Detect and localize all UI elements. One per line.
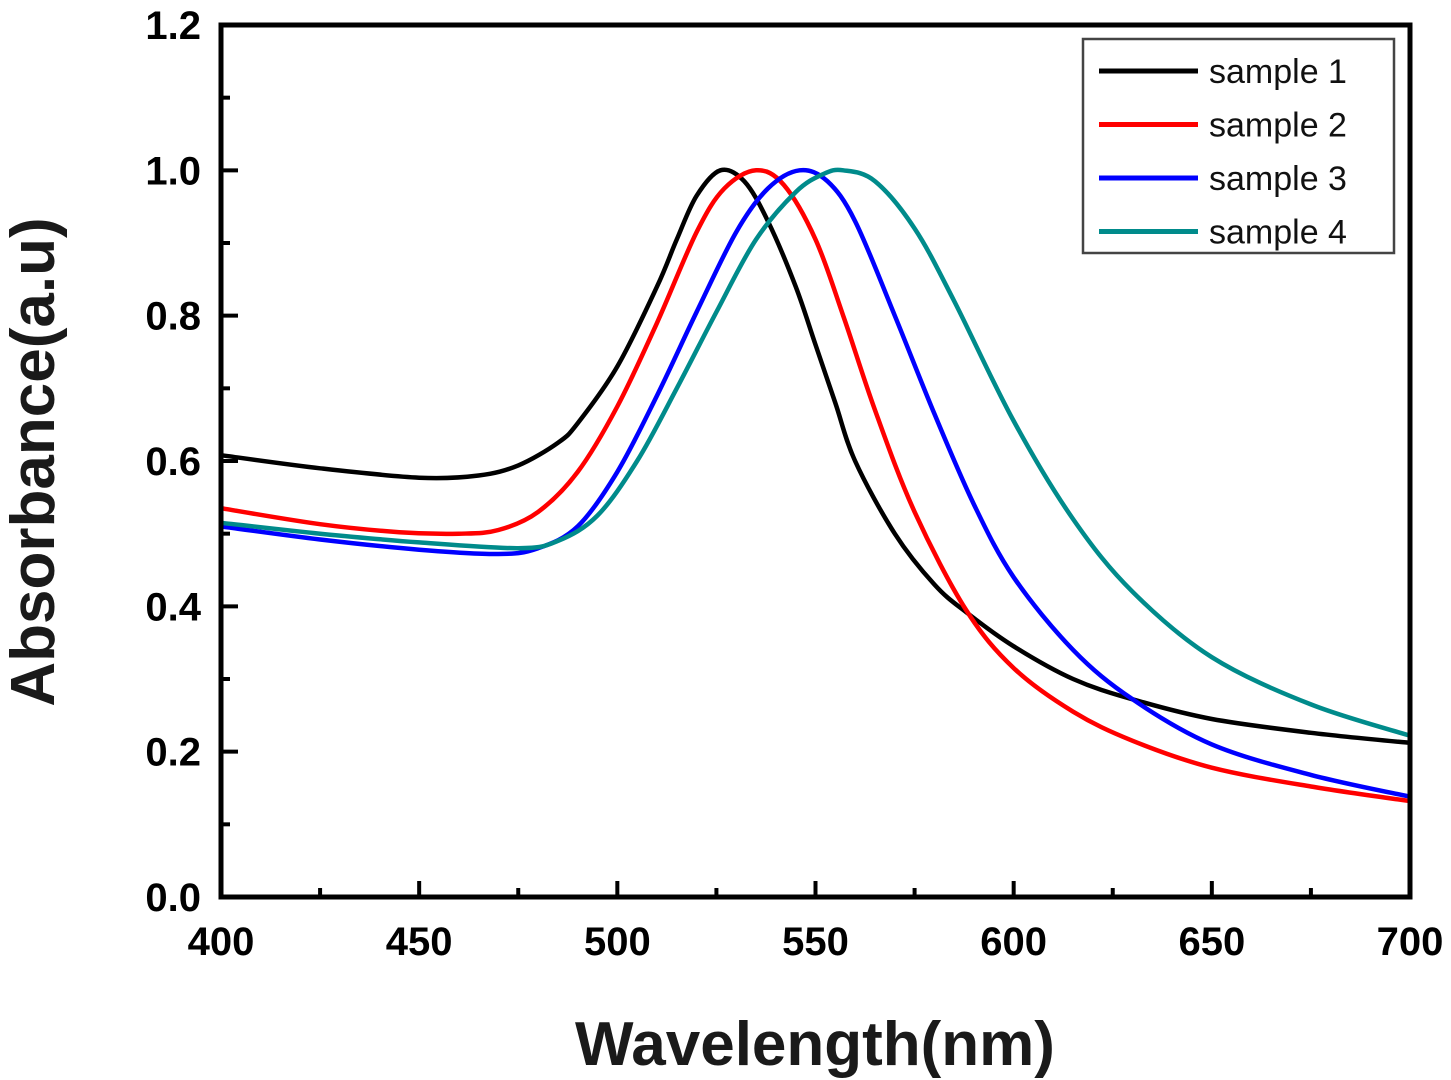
- x-tick-label: 450: [386, 920, 453, 964]
- x-tick-label: 400: [188, 920, 255, 964]
- legend-item: sample 2: [1099, 107, 1347, 145]
- x-tick-label: 700: [1377, 920, 1444, 964]
- legend-label: sample 1: [1209, 53, 1347, 91]
- y-tick-label: 0.4: [145, 585, 201, 629]
- y-axis-title: Absorbance(a.u): [0, 217, 68, 706]
- series-line-1: [218, 167, 1413, 746]
- x-tick-label: 650: [1178, 920, 1245, 964]
- y-tick-label: 1.0: [145, 149, 201, 193]
- legend-item: sample 4: [1099, 214, 1347, 252]
- legend-item: sample 1: [1099, 53, 1347, 91]
- series-layer: [218, 167, 1413, 804]
- ticks-layer: [221, 95, 1313, 897]
- x-tick-label: 500: [584, 920, 651, 964]
- y-tick-label: 0.6: [145, 440, 201, 484]
- series-line-4: [218, 167, 1413, 738]
- x-tick-label: 550: [782, 920, 849, 964]
- legend-label: sample 3: [1209, 160, 1347, 198]
- series-line-3: [218, 167, 1413, 799]
- y-tick-label: 1.2: [145, 4, 201, 48]
- legend-label: sample 2: [1209, 107, 1347, 145]
- legend-label: sample 4: [1209, 214, 1347, 252]
- x-tick-label: 600: [980, 920, 1047, 964]
- y-tick-label: 0.8: [145, 295, 201, 339]
- legend-box: [1081, 37, 1396, 255]
- legend-items: sample 1 sample 2 sample 3 sample 4: [1099, 53, 1347, 252]
- legend: sample 1 sample 2 sample 3 sample 4: [1081, 37, 1396, 255]
- legend-item: sample 3: [1099, 160, 1347, 198]
- y-tick-label: 0.0: [145, 876, 201, 920]
- y-tick-label: 0.2: [145, 731, 201, 775]
- x-axis-title: Wavelength(nm): [575, 1010, 1055, 1079]
- tick-labels-layer: 400 450 500 550 600 650 700 0.0 0.2 0.4 0.6 0.8 1.0 1…: [145, 4, 1443, 964]
- series-line-2: [218, 168, 1413, 804]
